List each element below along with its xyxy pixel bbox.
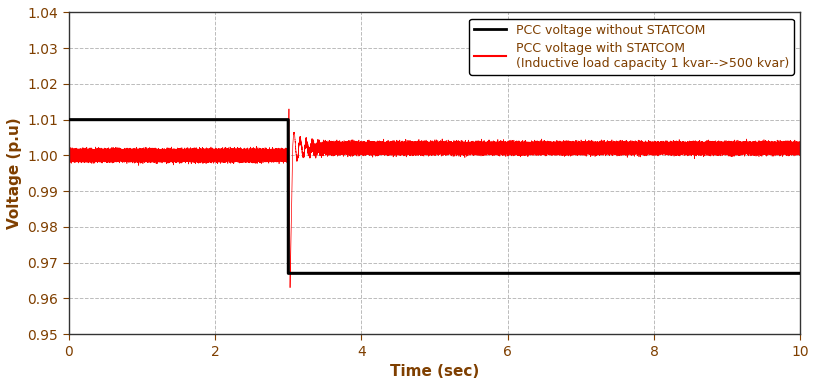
X-axis label: Time (sec): Time (sec) bbox=[390, 364, 479, 379]
Legend: PCC voltage without STATCOM, PCC voltage with STATCOM
(Inductive load capacity 1: PCC voltage without STATCOM, PCC voltage… bbox=[469, 19, 794, 75]
Y-axis label: Voltage (p.u): Voltage (p.u) bbox=[7, 117, 22, 229]
